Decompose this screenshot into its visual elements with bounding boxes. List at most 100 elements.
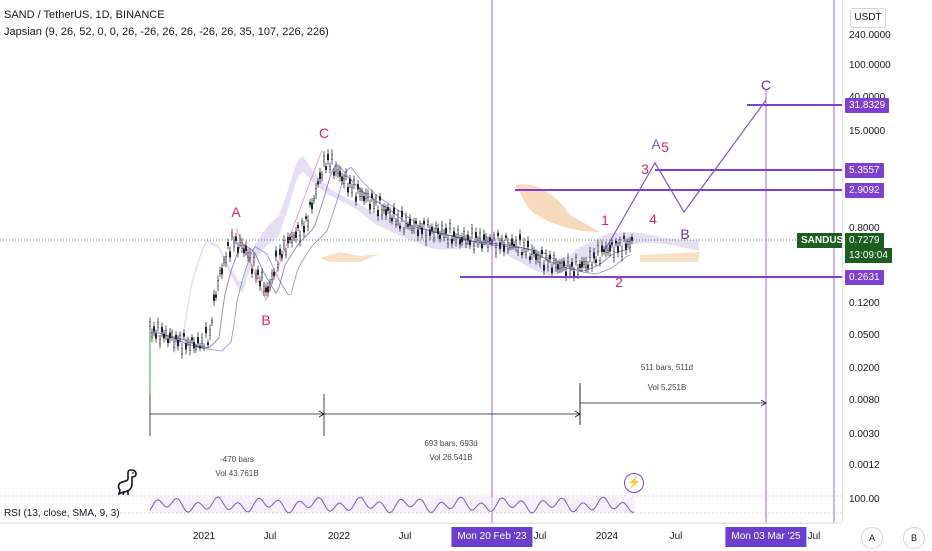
candle	[205, 326, 207, 334]
candle	[167, 338, 169, 344]
candle	[229, 251, 231, 258]
rsi-legend[interactable]: RSI (13, close, SMA, 9, 3)	[4, 508, 120, 519]
candle	[441, 225, 443, 232]
candle	[499, 242, 501, 249]
candle	[539, 256, 541, 263]
measure-label-1: -470 bars Vol 43.761B	[215, 453, 258, 481]
price-tag-support: 0.2631	[845, 270, 884, 285]
time-axis-label: Jul	[263, 531, 277, 542]
candle	[535, 253, 537, 260]
time-axis[interactable]: 2021 Jul 2022 Jul Jul 2024 Jul Jul Mon 2…	[0, 523, 842, 551]
candle	[419, 223, 421, 227]
candle	[317, 181, 319, 185]
candle	[399, 225, 401, 229]
candle	[563, 261, 565, 267]
candle	[489, 237, 491, 242]
candle	[213, 294, 215, 301]
candle	[591, 264, 593, 269]
measure-vol-1: Vol 43.761B	[215, 469, 259, 478]
candle	[163, 333, 165, 339]
candle	[159, 339, 161, 345]
candle	[623, 235, 625, 239]
candle	[371, 193, 373, 199]
candle	[519, 234, 521, 241]
ichimoku-cloud	[175, 156, 699, 352]
candle	[607, 250, 609, 253]
candle	[297, 225, 299, 228]
auto-scale-button[interactable]: A	[861, 527, 883, 549]
price-axis[interactable]: 240.0000 100.0000 40.0000 15.0000 0.8000…	[842, 0, 932, 523]
candle	[559, 263, 561, 269]
base-line	[150, 166, 631, 352]
candle	[511, 238, 513, 245]
candle	[449, 223, 451, 229]
time-axis-label: 2024	[595, 531, 619, 542]
price-axis-label: 0.0080	[849, 395, 880, 406]
candle	[589, 251, 591, 258]
candle	[217, 280, 219, 287]
candle	[329, 166, 331, 170]
candle	[261, 272, 263, 278]
candle	[251, 268, 253, 274]
candle	[541, 249, 543, 255]
candle	[155, 333, 157, 339]
corner-b-button[interactable]: B	[903, 527, 925, 549]
candle	[549, 254, 551, 260]
candle	[451, 238, 453, 244]
candle	[345, 171, 347, 177]
candle	[401, 210, 403, 218]
candle	[569, 268, 571, 275]
time-axis-label: 2022	[327, 531, 351, 542]
candle	[165, 330, 167, 336]
candle	[537, 255, 539, 260]
wave-label-b-purple: B	[680, 226, 690, 242]
candle	[335, 165, 337, 172]
candle	[597, 245, 599, 252]
candle	[483, 234, 485, 241]
candle	[465, 239, 467, 245]
candle	[343, 178, 345, 185]
candle	[231, 232, 233, 237]
candle	[593, 252, 595, 259]
candle	[435, 225, 437, 230]
candle	[579, 263, 581, 269]
price-axis-label: 0.1200	[849, 298, 880, 309]
candle	[187, 339, 189, 344]
candle	[619, 239, 621, 243]
candle	[321, 174, 323, 178]
candle	[473, 245, 475, 251]
candle	[265, 287, 267, 293]
candle	[207, 342, 209, 346]
date-range-arrow	[760, 399, 767, 407]
candle	[459, 239, 461, 245]
candle	[423, 220, 425, 225]
candle	[197, 336, 199, 344]
conversion-line	[150, 164, 631, 349]
candle	[301, 220, 303, 224]
candle	[509, 245, 511, 248]
candle	[305, 216, 307, 219]
candle	[183, 333, 185, 337]
price-chart-canvas[interactable]	[0, 0, 842, 523]
date-flag-end: Mon 03 Mar '25	[725, 527, 807, 547]
candle	[495, 247, 497, 254]
candle	[417, 229, 419, 237]
price-tag-wave-5: 5.3557	[845, 163, 884, 178]
time-axis-label: 2021	[192, 531, 216, 542]
lightning-icon[interactable]: ⚡	[624, 473, 644, 493]
currency-button[interactable]: USDT	[850, 8, 886, 28]
candle	[349, 178, 351, 184]
candle	[375, 197, 377, 203]
candle	[211, 320, 213, 324]
candle	[505, 235, 507, 239]
ichimoku-cloud-segment	[640, 252, 700, 262]
measure-label-2: 693 bars, 693d Vol 26.541B	[424, 437, 477, 465]
candle	[467, 234, 469, 241]
indicator-legend[interactable]: Japsian (9, 26, 52, 0, 0, 26, -26, 26, 2…	[4, 26, 329, 38]
candle	[189, 344, 191, 351]
candle	[529, 256, 531, 260]
candle	[359, 191, 361, 197]
candle	[565, 271, 567, 277]
candle	[295, 231, 297, 238]
